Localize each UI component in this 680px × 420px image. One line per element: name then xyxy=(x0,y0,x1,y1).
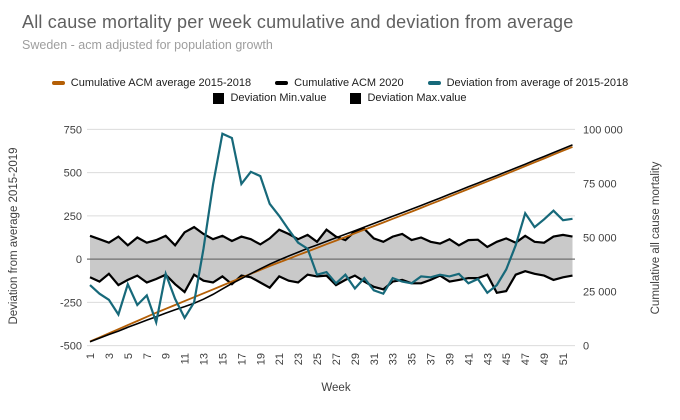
right-axis-tick-label: 25 000 xyxy=(583,287,617,299)
left-axis-tick-label: 0 xyxy=(76,254,82,266)
legend-row: Deviation Min.value Deviation Max.value xyxy=(213,92,467,104)
legend-item: Cumulative ACM average 2015-2018 xyxy=(51,77,252,89)
x-axis-tick-label: 47 xyxy=(520,353,532,365)
legend-label: Cumulative ACM 2020 xyxy=(294,77,404,89)
right-axis-tick-label: 100 000 xyxy=(583,124,623,136)
right-axis-tick-label: 75 000 xyxy=(583,178,617,190)
x-axis-tick-label: 19 xyxy=(255,353,267,365)
x-axis-tick-label: 9 xyxy=(161,353,173,359)
chart-title: All cause mortality per week cumulative … xyxy=(22,12,574,32)
legend-swatch-icon xyxy=(427,81,441,85)
x-axis-tick-label: 35 xyxy=(407,353,419,365)
legend-label: Deviation Max.value xyxy=(367,92,467,104)
left-axis-tick-label: 500 xyxy=(64,168,82,180)
x-axis-tick-label: 33 xyxy=(388,353,400,365)
legend-swatch-icon xyxy=(350,92,362,104)
x-axis-tick-label: 45 xyxy=(501,353,513,365)
x-axis-tick-label: 21 xyxy=(274,353,286,365)
legend-item: Deviation Max.value xyxy=(350,92,467,104)
left-axis-tick-label: -250 xyxy=(60,297,82,309)
deviation-line xyxy=(89,132,573,327)
x-axis-tick-label: 37 xyxy=(426,353,438,365)
x-axis-tick-label: 49 xyxy=(539,353,551,365)
legend-row: Cumulative ACM average 2015-2018 Cumulati… xyxy=(51,77,629,89)
cumulative-average-line xyxy=(89,146,573,343)
x-axis-tick-label: 23 xyxy=(293,353,305,365)
x-axis-tick-label: 31 xyxy=(369,353,381,365)
x-axis-tick-label: 7 xyxy=(142,353,154,359)
legend-label: Deviation Min.value xyxy=(230,92,327,104)
legend-item: Deviation from average of 2015-2018 xyxy=(427,77,629,89)
x-axis-tick-label: 41 xyxy=(463,353,475,365)
right-axis-tick-label: 50 000 xyxy=(583,233,617,245)
x-axis-tick-label: 51 xyxy=(558,353,570,365)
x-axis-tick-label: 29 xyxy=(350,353,362,365)
x-axis-tick-label: 1 xyxy=(85,353,97,359)
x-axis-tick-label: 27 xyxy=(331,353,343,365)
x-axis-tick-label: 17 xyxy=(236,353,248,365)
x-axis-tick-label: 15 xyxy=(217,353,229,365)
legend: Cumulative ACM average 2015-2018 Cumulati… xyxy=(0,77,680,104)
chart-subtitle: Sweden - acm adjusted for population gro… xyxy=(22,38,273,52)
legend-swatch-icon xyxy=(213,92,225,104)
x-axis-tick-label: 11 xyxy=(180,353,192,364)
legend-label: Cumulative ACM average 2015-2018 xyxy=(70,77,252,89)
legend-label: Deviation from average of 2015-2018 xyxy=(446,77,629,89)
x-axis-tick-label: 43 xyxy=(482,353,494,365)
x-axis-tick-label: 3 xyxy=(104,353,116,359)
left-axis-tick-label: -500 xyxy=(60,341,82,353)
left-axis-tick-label: 250 xyxy=(64,211,82,223)
right-axis-title: Cumulative all cause mortality xyxy=(650,161,662,314)
x-axis-tick-label: 25 xyxy=(312,353,324,365)
left-axis-title: Deviation from average 2015-2019 xyxy=(8,147,20,324)
cumulative-2020-line xyxy=(89,144,573,343)
right-axis-tick-label: 0 xyxy=(583,341,589,353)
deviation-max-line xyxy=(89,225,573,249)
legend-item: Cumulative ACM 2020 xyxy=(275,77,404,89)
left-axis-tick-label: 750 xyxy=(64,124,82,136)
x-axis-tick-label: 39 xyxy=(445,353,457,365)
deviation-min-line xyxy=(89,270,573,295)
legend-item: Deviation Min.value xyxy=(213,92,326,104)
x-axis-tick-label: 5 xyxy=(123,353,135,359)
x-axis-title: Week xyxy=(321,382,350,394)
legend-swatch-icon xyxy=(275,81,289,85)
x-axis-tick-label: 13 xyxy=(199,353,211,365)
legend-swatch-icon xyxy=(51,81,65,85)
